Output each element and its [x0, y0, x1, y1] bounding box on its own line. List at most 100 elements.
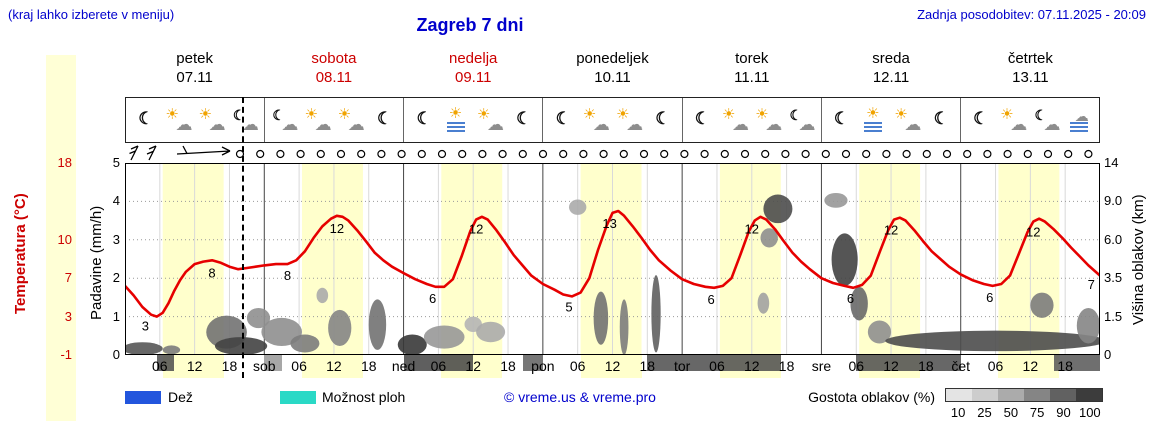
cloud-blob — [651, 275, 661, 353]
cloud-glyph: ☁ — [1010, 115, 1028, 134]
cloud-moon-icon: ☾ ☁ — [787, 107, 815, 133]
low-cloud-strip — [156, 355, 175, 371]
sun-cloud-icon: ☀ ☁ — [198, 107, 226, 133]
wind-barb-icon — [129, 145, 139, 161]
time-tick-label: 06 — [291, 358, 307, 374]
precip-tick: 2 — [112, 270, 120, 286]
copyright-link[interactable]: © vreme.us & vreme.pro — [504, 389, 656, 405]
sun-glyph: ☀ — [894, 106, 908, 123]
fog-glyph — [864, 122, 883, 132]
temperature-value-label: 6 — [986, 290, 993, 305]
cloud-glyph: ☁ — [904, 115, 922, 134]
cloud-blob — [290, 334, 320, 353]
sun-cloud-icon: ☀ ☁ — [476, 107, 504, 133]
time-tick-label: 18 — [778, 358, 795, 374]
cloud-blob — [850, 286, 868, 321]
calm-wind-icon — [458, 149, 467, 159]
calm-wind-icon — [397, 149, 406, 159]
cloud-glyph: ☁ — [281, 115, 299, 134]
moon-glyph: ☾ — [973, 109, 989, 128]
wind-symbols — [129, 145, 1093, 161]
time-tick-label: čet — [951, 358, 971, 374]
time-tick-label: 12 — [186, 358, 203, 374]
cloud-blob — [423, 325, 465, 349]
precip-tick: 0 — [112, 347, 120, 362]
rain-legend-label: Dež — [168, 389, 193, 405]
cloud-glyph: ☁ — [241, 115, 259, 134]
sun-cloud-icon: ☀ ☁ — [337, 107, 365, 133]
cloud-blob — [368, 299, 387, 350]
daylight-band — [580, 163, 642, 355]
fog-sun-icon: ☀ — [860, 106, 888, 133]
moon-icon: ☾ — [370, 107, 398, 133]
time-axis-day-band — [580, 355, 642, 378]
temperature-value-label: 12 — [884, 223, 898, 238]
cloud-glyph: ☁ — [732, 115, 749, 134]
cloud-density-label: Gostota oblakov (%) — [808, 389, 935, 405]
density-segment — [972, 389, 998, 401]
cloud-blob — [885, 330, 1100, 352]
sun-cloud-icon: ☀ ☁ — [582, 107, 610, 133]
temperature-value-label: 6 — [708, 292, 715, 307]
sun-cloud-icon: ☀ ☁ — [304, 107, 332, 133]
time-tick-label: 18 — [918, 358, 934, 374]
sun-glyph: ☀ — [165, 106, 179, 123]
moon-glyph: ☾ — [377, 109, 393, 128]
time-tick-label: 12 — [604, 358, 621, 374]
time-tick-label: 18 — [500, 358, 516, 374]
sun-glyph: ☀ — [448, 105, 463, 122]
day-icon-cell: ☾ ☁ ☀ ☁ ☀ ☁ ☾ — [265, 98, 405, 142]
density-segment — [1076, 389, 1102, 401]
day-icon-cell: ☾ ☀ ☁ ☀ ☁ ☾ ☁ — [126, 98, 266, 142]
calm-wind-icon — [660, 149, 669, 159]
calm-wind-icon — [538, 149, 548, 159]
cloud-glyph: ☁ — [798, 115, 816, 134]
temperature-tick: 18 — [57, 155, 72, 170]
cloud-blob — [593, 291, 609, 345]
day-icon-cell: ☾ ☀ ☀ ☁ ☾ — [404, 98, 544, 142]
cloud-density-scale — [945, 388, 1103, 402]
day-date: 11.11 — [734, 69, 770, 86]
cloud-blob — [261, 317, 303, 347]
time-tick-label: 12 — [326, 358, 342, 374]
moon-icon: ☾ — [827, 107, 855, 133]
sun-glyph: ☀ — [304, 106, 319, 123]
moon-icon: ☾ — [509, 107, 537, 133]
sun-cloud-icon: ☀ ☁ — [615, 107, 643, 133]
day-date: 12.11 — [872, 69, 910, 86]
cloud-blob — [328, 309, 352, 347]
time-tick-label: sob — [252, 358, 276, 374]
sun-glyph: ☀ — [616, 106, 630, 123]
low-cloud-strip — [1053, 355, 1100, 371]
cloud-blob — [397, 334, 427, 355]
showers-legend-label: Možnost ploh — [322, 389, 406, 405]
daylight-band — [998, 163, 1060, 355]
day-name: petek — [176, 50, 213, 67]
cloud-glyph: ☁ — [347, 115, 365, 134]
density-tick-label: 100 — [1078, 405, 1101, 420]
calm-wind-icon — [256, 149, 265, 159]
calm-wind-icon — [720, 149, 729, 159]
time-tick-label: 06 — [569, 358, 586, 374]
time-tick-label: 18 — [221, 358, 238, 374]
cloud-glyph: ☁ — [208, 115, 226, 134]
moon-glyph: ☾ — [416, 109, 432, 128]
calm-wind-icon — [1003, 149, 1012, 159]
precip-tick: 5 — [112, 155, 120, 170]
time-axis-day-band — [162, 355, 224, 378]
cloud-blob — [1030, 292, 1054, 318]
temperature-value-label: 12 — [469, 222, 483, 237]
cloud-moon-icon: ☾ ☁ — [1033, 107, 1061, 133]
temperature-value-label: 6 — [429, 291, 436, 306]
cloud-glyph: ☁ — [765, 115, 783, 134]
cloud-blob — [619, 299, 629, 355]
calm-wind-icon — [579, 149, 588, 159]
time-tick-label: pon — [531, 358, 555, 374]
time-tick-label: 06 — [987, 358, 1004, 374]
density-segment — [1050, 389, 1076, 401]
time-tick-label: sre — [811, 358, 832, 374]
cloud-height-tick: 3.5 — [1104, 270, 1123, 286]
page-title: Zagreb 7 dni — [416, 15, 524, 35]
cloud-blob — [763, 194, 793, 224]
